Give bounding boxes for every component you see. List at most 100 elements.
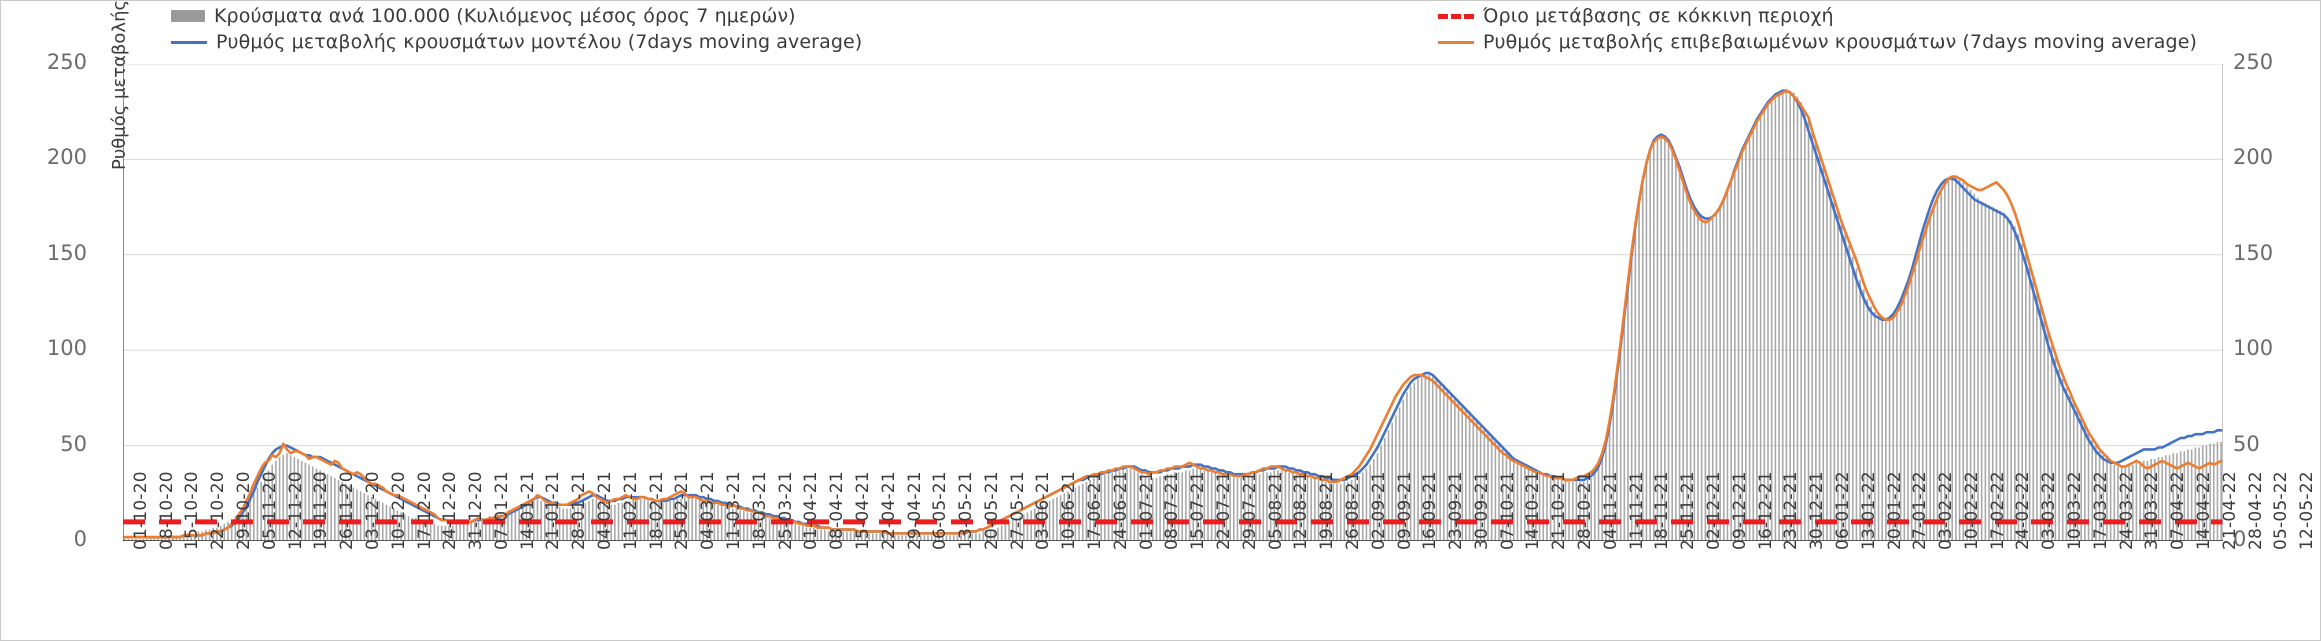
bar: [286, 453, 288, 541]
bar: [474, 520, 476, 541]
bar: [2117, 466, 2119, 541]
bar: [1306, 476, 1309, 541]
bar: [2014, 226, 2016, 541]
bar: [1358, 476, 1360, 541]
bar: [864, 533, 867, 541]
x-axis-tick-label: 25-03-21: [775, 471, 796, 550]
bar: [1115, 472, 1117, 541]
x-axis-tick-label: 29-07-21: [1239, 471, 1260, 550]
bar: [1807, 119, 1810, 541]
bar: [2084, 426, 2086, 541]
bar: [1107, 474, 1110, 541]
bar: [470, 521, 472, 541]
x-axis-tick-label: 11-02-21: [620, 471, 641, 550]
x-axis-tick-label: 12-08-21: [1291, 471, 1312, 550]
bar: [1980, 201, 1983, 541]
x-axis-tick-label: 28-01-21: [569, 471, 590, 550]
bar: [1159, 476, 1161, 541]
bar: [241, 508, 244, 541]
legend-item-confirmed-rate[interactable]: Ρυθμός μεταβολής επιβεβαιωμένων κρουσμάτ…: [1438, 31, 2197, 53]
bar: [853, 531, 856, 541]
bar: [1472, 416, 1475, 541]
bar: [1582, 481, 1585, 541]
bar: [1612, 403, 1615, 541]
bar: [2165, 455, 2167, 541]
bar: [2113, 464, 2116, 541]
bar: [1000, 525, 1003, 541]
bar: [783, 521, 786, 541]
bar: [1815, 142, 1817, 541]
legend-item-model-rate[interactable]: Ρυθμός μεταβολής κρουσμάτων μοντέλου (7d…: [171, 31, 862, 53]
bar: [2087, 434, 2090, 541]
bar: [1210, 472, 1213, 541]
bar: [507, 512, 509, 541]
bar: [131, 539, 134, 541]
bar: [1490, 436, 1493, 541]
bar: [824, 529, 826, 541]
bar: [1804, 109, 1806, 541]
bar: [1019, 516, 1021, 541]
bar: [2139, 462, 2141, 541]
bar: [886, 533, 889, 541]
x-axis-tick-label: 03-12-20: [362, 471, 383, 550]
bar: [1734, 172, 1736, 541]
bar: [1520, 462, 1522, 541]
x-axis-tick-label: 21-04-22: [2219, 471, 2240, 550]
x-axis-tick-label: 22-04-21: [878, 471, 899, 550]
bar: [1840, 222, 1843, 541]
legend-item-cases-bar[interactable]: Κρούσματα ανά 100.000 (Κυλιόμενος μέσος …: [171, 5, 796, 27]
bar: [614, 504, 616, 541]
x-axis-tick-label: 16-09-21: [1420, 471, 1441, 550]
bar: [971, 533, 974, 541]
bar: [411, 518, 414, 541]
x-axis-tick-label: 17-02-22: [1987, 471, 2008, 550]
bar: [1129, 468, 1132, 541]
bar: [2157, 457, 2160, 541]
bar: [1726, 191, 1729, 541]
bar: [1229, 476, 1231, 541]
bar: [1011, 520, 1014, 541]
bar: [1155, 478, 1158, 541]
x-axis-tick-label: 02-12-21: [1704, 471, 1724, 550]
bar: [790, 523, 793, 541]
bar: [1299, 474, 1301, 541]
bar: [1369, 464, 1371, 541]
x-axis-tick-label: 15-10-20: [182, 471, 203, 550]
bar: [1022, 514, 1025, 541]
x-axis-tick-label: 17-06-21: [1085, 471, 1106, 550]
bar: [1627, 289, 1629, 541]
bar: [448, 525, 450, 541]
bar: [404, 514, 406, 541]
legend-item-red-threshold[interactable]: Όριο μετάβασης σε κόκκινη περιοχή: [1438, 5, 1834, 27]
bar: [1535, 470, 1537, 541]
bar: [1936, 195, 1939, 541]
x-axis-tick-label: 14-10-21: [1523, 471, 1544, 550]
bar: [1947, 178, 1950, 541]
bar-swatch-icon: [171, 10, 205, 22]
bar: [2216, 441, 2219, 541]
bar: [1089, 479, 1091, 541]
bar: [547, 504, 550, 541]
bar: [776, 520, 778, 541]
bar: [1461, 405, 1464, 541]
bar: [1781, 92, 1784, 541]
bar: [2025, 254, 2027, 541]
x-axis-tick-label: 05-08-21: [1265, 471, 1286, 550]
bar: [1601, 458, 1604, 541]
x-axis-tick-label: 28-04-22: [2245, 471, 2266, 550]
bar: [1487, 432, 1489, 541]
bar: [260, 481, 262, 541]
x-axis-tick-label: 09-12-21: [1729, 471, 1750, 550]
bar: [1439, 382, 1441, 541]
legend-label-cases-bar: Κρούσματα ανά 100.000 (Κυλιόμενος μέσος …: [214, 5, 796, 27]
bar: [842, 531, 845, 541]
bar: [367, 495, 369, 541]
bar: [234, 516, 237, 541]
x-axis-tick-label: 23-09-21: [1446, 471, 1467, 550]
x-axis-tick-label: 31-03-22: [2142, 471, 2163, 550]
bar: [1284, 470, 1287, 541]
bar: [779, 520, 782, 541]
bar: [584, 502, 587, 541]
x-axis-tick-label: 18-02-21: [646, 471, 667, 550]
